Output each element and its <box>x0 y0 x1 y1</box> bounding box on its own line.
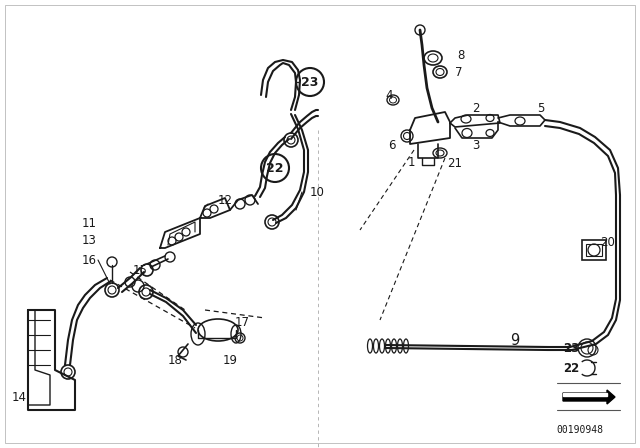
Text: 14: 14 <box>12 391 27 404</box>
Text: 5: 5 <box>537 102 545 115</box>
Text: 23: 23 <box>563 341 579 354</box>
Text: 22: 22 <box>563 362 579 375</box>
Text: 9: 9 <box>510 332 519 348</box>
Polygon shape <box>563 393 607 396</box>
Text: 4: 4 <box>385 89 392 102</box>
Text: 19: 19 <box>223 353 238 366</box>
Text: 10: 10 <box>310 185 325 198</box>
Text: 17: 17 <box>235 315 250 328</box>
Text: 23: 23 <box>301 76 319 89</box>
Text: 21: 21 <box>447 156 462 169</box>
Text: 12: 12 <box>218 194 233 207</box>
Text: 7: 7 <box>455 65 463 78</box>
Text: 15: 15 <box>133 263 148 276</box>
Bar <box>586 244 602 256</box>
Text: 6: 6 <box>388 138 396 151</box>
Text: 00190948: 00190948 <box>557 425 604 435</box>
Text: 11: 11 <box>82 216 97 229</box>
Text: 18: 18 <box>168 353 183 366</box>
Bar <box>582 240 606 260</box>
Text: 1: 1 <box>408 155 415 168</box>
Polygon shape <box>563 390 615 404</box>
Text: 22: 22 <box>266 161 284 175</box>
Text: 16: 16 <box>82 254 97 267</box>
Text: 20: 20 <box>600 236 615 249</box>
Text: 3: 3 <box>472 138 479 151</box>
Text: 2: 2 <box>472 102 479 115</box>
Text: 8: 8 <box>457 48 465 61</box>
Text: 13: 13 <box>82 233 97 246</box>
